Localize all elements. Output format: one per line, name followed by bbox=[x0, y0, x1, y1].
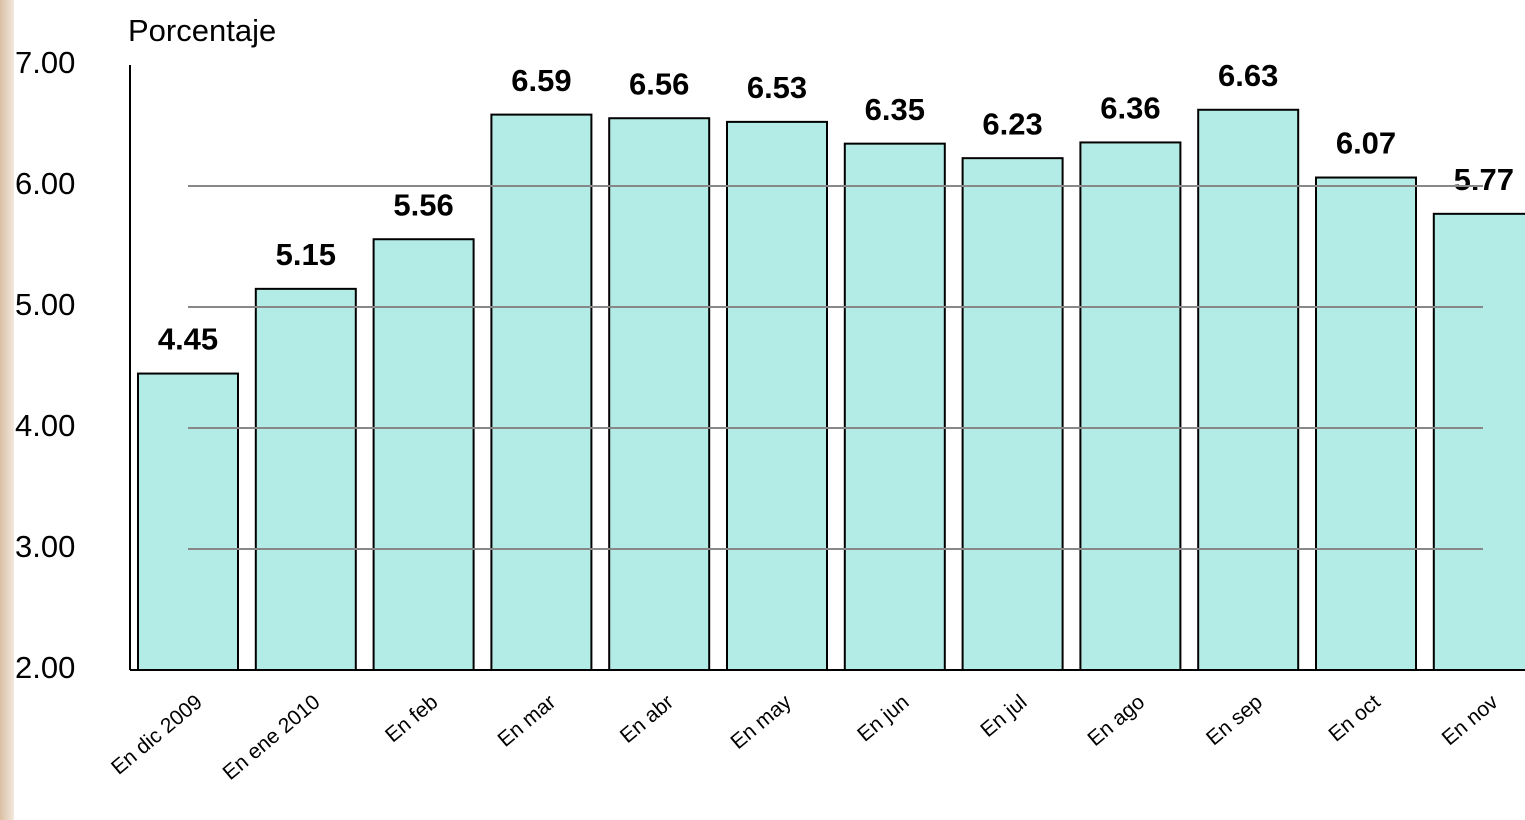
y-tick-label: 5.00 bbox=[15, 287, 75, 322]
y-axis-label: Porcentaje bbox=[128, 13, 276, 48]
bar bbox=[1197, 108, 1300, 671]
value-label: 6.07 bbox=[1336, 126, 1396, 161]
value-label: 6.35 bbox=[865, 92, 925, 127]
value-label: 6.23 bbox=[982, 106, 1042, 141]
y-tick-label: 7.00 bbox=[15, 45, 75, 80]
x-tick-label: En mar bbox=[494, 690, 561, 751]
value-label: 6.59 bbox=[511, 63, 571, 98]
x-tick-label: En nov bbox=[1438, 690, 1503, 750]
x-tick-label: En ago bbox=[1083, 690, 1149, 750]
bar bbox=[1315, 176, 1417, 671]
x-tick-label: En jun bbox=[853, 690, 913, 746]
y-tick-label: 2.00 bbox=[15, 650, 75, 685]
value-label: 4.45 bbox=[158, 322, 218, 357]
x-tick-label: En may bbox=[726, 690, 796, 754]
x-tick-label: En dic 2009 bbox=[107, 690, 207, 779]
value-label: 6.36 bbox=[1100, 91, 1160, 126]
bar bbox=[137, 372, 239, 671]
y-tick-label: 6.00 bbox=[15, 166, 75, 201]
bar bbox=[254, 287, 357, 671]
bar bbox=[843, 142, 946, 671]
y-tick-label: 3.00 bbox=[15, 529, 75, 564]
value-label: 5.77 bbox=[1454, 162, 1514, 197]
x-tick-label: En feb bbox=[381, 690, 442, 747]
bar bbox=[726, 120, 828, 672]
background-edge bbox=[0, 0, 14, 820]
value-label: 5.56 bbox=[393, 187, 453, 222]
value-label: 6.63 bbox=[1218, 58, 1278, 93]
x-tick-label: En sep bbox=[1202, 690, 1267, 750]
x-tick-label: En ene 2010 bbox=[219, 690, 325, 784]
bar bbox=[1079, 141, 1182, 671]
bar bbox=[1432, 212, 1525, 672]
value-label: 6.56 bbox=[629, 66, 689, 101]
value-label: 6.53 bbox=[747, 70, 807, 105]
y-tick-label: 4.00 bbox=[15, 408, 75, 443]
bar bbox=[608, 117, 711, 672]
bar bbox=[961, 157, 1064, 671]
x-tick-label: En oct bbox=[1324, 690, 1385, 746]
x-tick-label: En abr bbox=[616, 690, 678, 747]
x-tick-label: En jul bbox=[976, 690, 1031, 741]
value-label: 5.15 bbox=[276, 237, 336, 272]
bar bbox=[490, 113, 593, 672]
bar bbox=[372, 238, 475, 672]
